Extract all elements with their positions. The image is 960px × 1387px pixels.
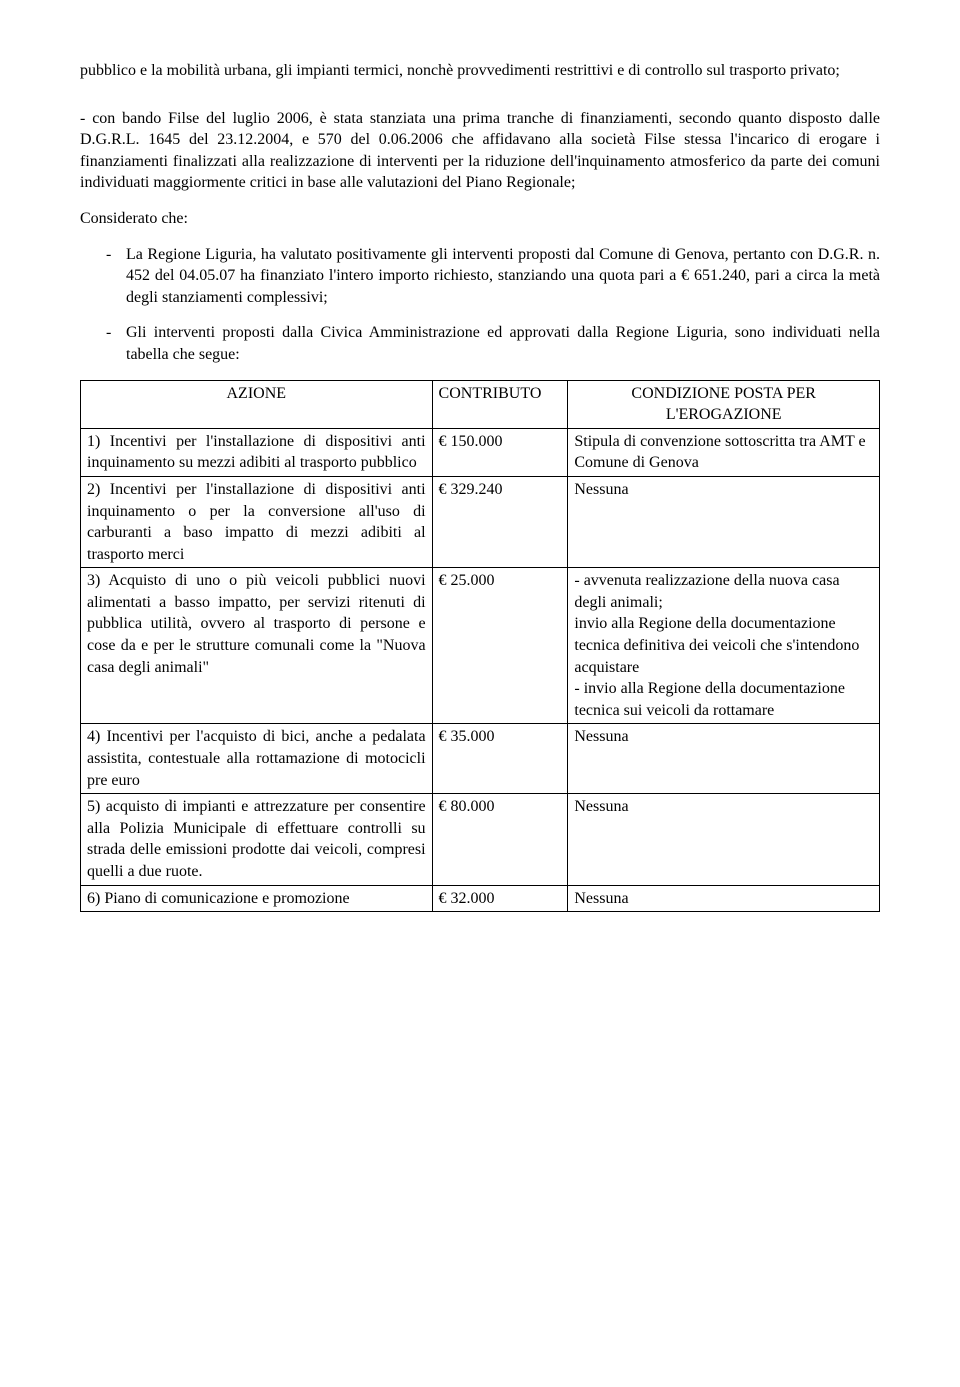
table-row: 5) acquisto di impianti e attrezzature p… [81,794,880,885]
dash-icon: - [106,322,126,365]
dash-icon: - [106,244,126,309]
cell-azione: 5) acquisto di impianti e attrezzature p… [81,794,433,885]
header-contributo: CONTRIBUTO [432,380,568,428]
bullet-text-1: La Regione Liguria, ha valutato positiva… [126,244,880,309]
cell-contributo: € 80.000 [432,794,568,885]
bullet-text-2: Gli interventi proposti dalla Civica Amm… [126,322,880,365]
considerato-label: Considerato che: [80,208,880,230]
cell-azione: 4) Incentivi per l'acquisto di bici, anc… [81,724,433,794]
bullet-item-1: - La Regione Liguria, ha valutato positi… [106,244,880,309]
cell-azione: 2) Incentivi per l'installazione di disp… [81,476,433,567]
cell-contributo: € 25.000 [432,568,568,724]
table-row: 4) Incentivi per l'acquisto di bici, anc… [81,724,880,794]
table-row: 3) Acquisto di uno o più veicoli pubblic… [81,568,880,724]
cell-contributo: € 150.000 [432,428,568,476]
table-header-row: AZIONE CONTRIBUTO CONDIZIONE POSTA PER L… [81,380,880,428]
cell-azione: 3) Acquisto di uno o più veicoli pubblic… [81,568,433,724]
table-row: 2) Incentivi per l'installazione di disp… [81,476,880,567]
cell-condizione: Nessuna [568,724,880,794]
interventi-table: AZIONE CONTRIBUTO CONDIZIONE POSTA PER L… [80,380,880,913]
cell-condizione: Nessuna [568,885,880,912]
intro-paragraph-1: pubblico e la mobilità urbana, gli impia… [80,60,880,82]
cell-contributo: € 32.000 [432,885,568,912]
cell-condizione: Stipula di convenzione sottoscritta tra … [568,428,880,476]
table-row: 1) Incentivi per l'installazione di disp… [81,428,880,476]
bullet-item-2: - Gli interventi proposti dalla Civica A… [106,322,880,365]
cell-condizione: Nessuna [568,476,880,567]
header-condizione: CONDIZIONE POSTA PER L'EROGAZIONE [568,380,880,428]
cell-contributo: € 329.240 [432,476,568,567]
header-azione: AZIONE [81,380,433,428]
table-row: 6) Piano di comunicazione e promozione €… [81,885,880,912]
cell-condizione: Nessuna [568,794,880,885]
cell-azione: 6) Piano di comunicazione e promozione [81,885,433,912]
cell-contributo: € 35.000 [432,724,568,794]
cell-azione: 1) Incentivi per l'installazione di disp… [81,428,433,476]
cell-condizione: - avvenuta realizzazione della nuova cas… [568,568,880,724]
intro-paragraph-2: - con bando Filse del luglio 2006, è sta… [80,108,880,194]
